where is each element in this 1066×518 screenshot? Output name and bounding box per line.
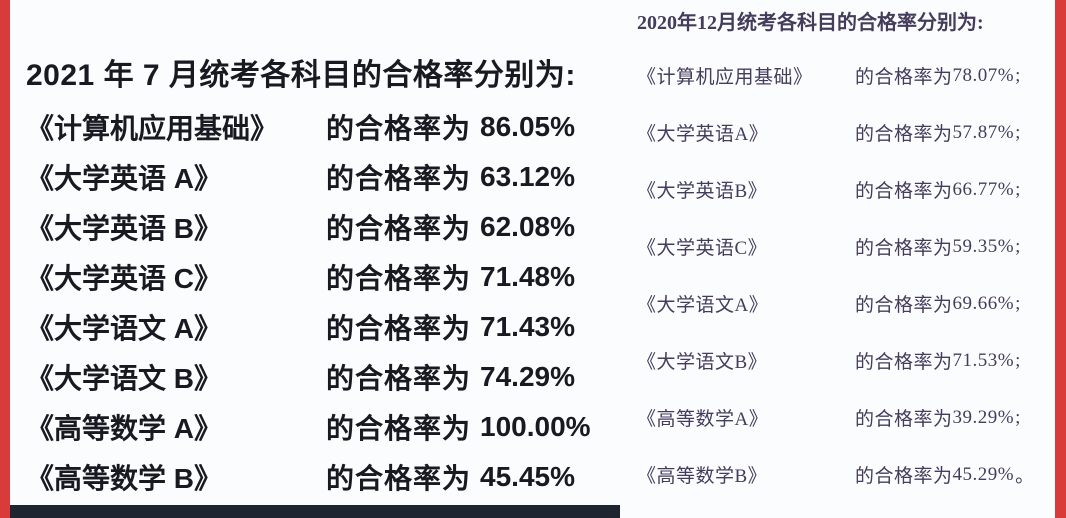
rate-value: 86.05% bbox=[480, 111, 575, 142]
pass-rate-row: 《大学语文A》 的合格率为 69.66% ; bbox=[637, 275, 1061, 332]
rate-label: 的合格率为 bbox=[326, 363, 472, 394]
rate-value: 74.29% bbox=[480, 361, 575, 392]
panel-2020-december: 2020年12月统考各科目的合格率分别为: 《计算机应用基础》 的合格率为 78… bbox=[637, 8, 1061, 503]
panel-2020-title: 2020年12月统考各科目的合格率分别为: bbox=[637, 12, 984, 34]
rate-value: 59.35% bbox=[952, 235, 1015, 257]
rate-label: 的合格率为 bbox=[326, 163, 472, 194]
rate-value: 69.66% bbox=[952, 292, 1015, 314]
subject-name: 《高等数学 A》 bbox=[26, 413, 223, 444]
pass-rate-row: 《大学英语 C》 的合格率为 71.48% bbox=[26, 252, 621, 302]
rate-value: 45.45% bbox=[480, 461, 575, 492]
pass-rate-row: 《大学英语C》 的合格率为 59.35% ; bbox=[637, 218, 1061, 275]
right-edge-red-bar bbox=[1055, 0, 1066, 518]
rate-punctuation: ; bbox=[1015, 178, 1021, 200]
subject-name: 《计算机应用基础》 bbox=[637, 67, 813, 88]
rate-punctuation: ; bbox=[1015, 121, 1021, 143]
rate-label: 的合格率为 bbox=[855, 181, 953, 202]
subject-name: 《大学英语 C》 bbox=[26, 263, 223, 294]
pass-rate-row: 《高等数学B》 的合格率为 45.29% 。 bbox=[637, 446, 1061, 503]
rate-value: 71.43% bbox=[480, 311, 575, 342]
subject-name: 《大学英语 B》 bbox=[26, 213, 223, 244]
subject-name: 《大学语文 A》 bbox=[26, 313, 223, 344]
panel-2021-july: 2021 年 7 月统考各科目的合格率分别为: 《计算机应用基础》 的合格率为 … bbox=[26, 56, 621, 502]
pass-rate-row: 《大学英语B》 的合格率为 66.77% ; bbox=[637, 161, 1061, 218]
subject-name: 《大学英语C》 bbox=[637, 238, 768, 259]
subject-name: 《大学语文A》 bbox=[637, 295, 769, 316]
rate-value: 78.07% bbox=[952, 64, 1015, 86]
panel-2021-title: 2021 年 7 月统考各科目的合格率分别为: bbox=[26, 59, 576, 92]
rate-value: 63.12% bbox=[480, 161, 575, 192]
rate-punctuation: 。 bbox=[1015, 466, 1035, 487]
rate-label: 的合格率为 bbox=[855, 295, 953, 316]
subject-name: 《高等数学B》 bbox=[637, 466, 768, 487]
rate-value: 45.29% bbox=[952, 463, 1015, 485]
rate-label: 的合格率为 bbox=[326, 213, 472, 244]
subject-name: 《大学语文 B》 bbox=[26, 363, 223, 394]
rate-label: 的合格率为 bbox=[855, 409, 953, 430]
rate-label: 的合格率为 bbox=[326, 313, 472, 344]
rate-label: 的合格率为 bbox=[855, 466, 953, 487]
rate-label: 的合格率为 bbox=[326, 413, 472, 444]
pass-rate-row: 《大学英语 A》 的合格率为 63.12% bbox=[26, 152, 621, 202]
rate-value: 71.53% bbox=[952, 349, 1015, 371]
rate-value: 71.48% bbox=[480, 261, 575, 292]
pass-rate-row: 《大学语文B》 的合格率为 71.53% ; bbox=[637, 332, 1061, 389]
rate-label: 的合格率为 bbox=[326, 113, 472, 144]
rate-value: 66.77% bbox=[952, 178, 1015, 200]
rate-punctuation: ; bbox=[1015, 349, 1021, 371]
subject-name: 《大学英语 A》 bbox=[26, 163, 223, 194]
rate-value: 39.29% bbox=[952, 406, 1015, 428]
rate-punctuation: ; bbox=[1015, 64, 1021, 86]
rate-value: 62.08% bbox=[480, 211, 575, 242]
rate-punctuation: ; bbox=[1015, 406, 1021, 428]
pass-rate-row: 《大学英语A》 的合格率为 57.87% ; bbox=[637, 104, 1061, 161]
subject-name: 《大学语文B》 bbox=[637, 352, 768, 373]
bottom-dark-bar bbox=[10, 505, 620, 518]
pass-rate-row: 《高等数学 A》 的合格率为 100.00% bbox=[26, 402, 621, 452]
pass-rate-row: 《大学语文 A》 的合格率为 71.43% bbox=[26, 302, 621, 352]
rate-label: 的合格率为 bbox=[855, 238, 953, 259]
subject-name: 《计算机应用基础》 bbox=[26, 113, 279, 144]
rate-label: 的合格率为 bbox=[855, 352, 953, 373]
pass-rate-row: 《大学语文 B》 的合格率为 74.29% bbox=[26, 352, 621, 402]
pass-rate-row: 《计算机应用基础》 的合格率为 86.05% bbox=[26, 102, 621, 152]
rate-value: 57.87% bbox=[952, 121, 1015, 143]
pass-rate-row: 《高等数学 B》 的合格率为 45.45% bbox=[26, 452, 621, 502]
rate-label: 的合格率为 bbox=[855, 67, 953, 88]
rate-label: 的合格率为 bbox=[326, 263, 472, 294]
left-edge-red-bar bbox=[0, 0, 10, 518]
rate-value: 100.00% bbox=[480, 411, 591, 442]
subject-name: 《高等数学A》 bbox=[637, 409, 769, 430]
subject-name: 《大学英语A》 bbox=[637, 124, 769, 145]
pass-rate-row: 《高等数学A》 的合格率为 39.29% ; bbox=[637, 389, 1061, 446]
rate-punctuation: ; bbox=[1015, 235, 1021, 257]
rate-label: 的合格率为 bbox=[326, 463, 472, 494]
subject-name: 《大学英语B》 bbox=[637, 181, 768, 202]
rate-label: 的合格率为 bbox=[855, 124, 953, 145]
pass-rate-row: 《计算机应用基础》 的合格率为 78.07% ; bbox=[637, 47, 1061, 104]
rate-punctuation: ; bbox=[1015, 292, 1021, 314]
pass-rate-row: 《大学英语 B》 的合格率为 62.08% bbox=[26, 202, 621, 252]
subject-name: 《高等数学 B》 bbox=[26, 463, 223, 494]
